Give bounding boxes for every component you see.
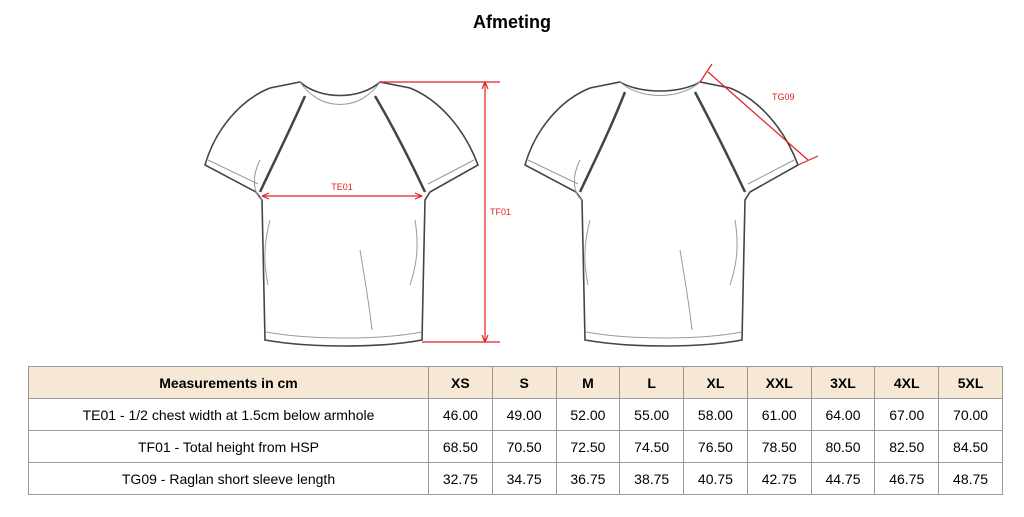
- cell: 70.00: [938, 398, 1003, 431]
- row-label: TE01 - 1/2 chest width at 1.5cm below ar…: [28, 398, 429, 431]
- cell: 52.00: [555, 398, 621, 431]
- size-table: Measurements in cm XS S M L XL XXL 3XL 4XL 5XL TE0…: [28, 366, 1003, 495]
- cell: 72.50: [555, 430, 621, 463]
- cell: 82.50: [874, 430, 940, 463]
- dim-label: TG09: [772, 92, 795, 102]
- table-row: TF01 - Total height from HSP 68.50 70.50 72…: [28, 430, 1003, 463]
- cell: 61.00: [746, 398, 812, 431]
- dim-label: TE01: [331, 182, 353, 192]
- cell: 70.50: [491, 430, 557, 463]
- dimensions: TE01 TF01 TG09: [261, 63, 819, 343]
- cell: XL: [683, 366, 748, 399]
- cell: 55.00: [619, 398, 685, 431]
- cell: 80.50: [810, 430, 876, 463]
- cell: 67.00: [874, 398, 940, 431]
- table-row: TE01 - 1/2 chest width at 1.5cm below ar…: [28, 398, 1003, 431]
- cell: 40.75: [683, 462, 748, 495]
- cell: XXL: [746, 366, 812, 399]
- cell: XS: [428, 366, 493, 399]
- cell: 32.75: [428, 462, 493, 495]
- cell: 3XL: [810, 366, 876, 399]
- row-label: TG09 - Raglan short sleeve length: [28, 462, 429, 495]
- cell: 44.75: [810, 462, 876, 495]
- cell: 84.50: [938, 430, 1003, 463]
- dim-label: TF01: [490, 207, 511, 217]
- cell: 74.50: [619, 430, 685, 463]
- cell: 36.75: [555, 462, 621, 495]
- header-row: Measurements in cm XS S M L XL XXL 3XL 4XL 5XL: [28, 366, 1003, 399]
- cell: 48.75: [938, 462, 1003, 495]
- row-label: TF01 - Total height from HSP: [28, 430, 429, 463]
- cell: 5XL: [938, 366, 1003, 399]
- cell: M: [555, 366, 621, 399]
- title: Afmeting: [473, 12, 551, 32]
- cell: 4XL: [874, 366, 940, 399]
- cell: 46.00: [428, 398, 493, 431]
- cell: 68.50: [428, 430, 493, 463]
- diagram: TE01 TF01 TG09: [204, 63, 819, 347]
- cell: 34.75: [491, 462, 557, 495]
- front-shirt: [204, 81, 479, 347]
- cell: 76.50: [683, 430, 748, 463]
- table-row: TG09 - Raglan short sleeve length 32.75 34…: [28, 462, 1003, 495]
- cell: 78.50: [746, 430, 812, 463]
- cell: 46.75: [874, 462, 940, 495]
- cell: L: [619, 366, 685, 399]
- cell: 38.75: [619, 462, 685, 495]
- cell: 64.00: [810, 398, 876, 431]
- cell: 42.75: [746, 462, 812, 495]
- back-shirt: [524, 81, 799, 347]
- cell: 58.00: [683, 398, 748, 431]
- cell: S: [491, 366, 557, 399]
- cell: 49.00: [491, 398, 557, 431]
- row-label: Measurements in cm: [28, 366, 429, 399]
